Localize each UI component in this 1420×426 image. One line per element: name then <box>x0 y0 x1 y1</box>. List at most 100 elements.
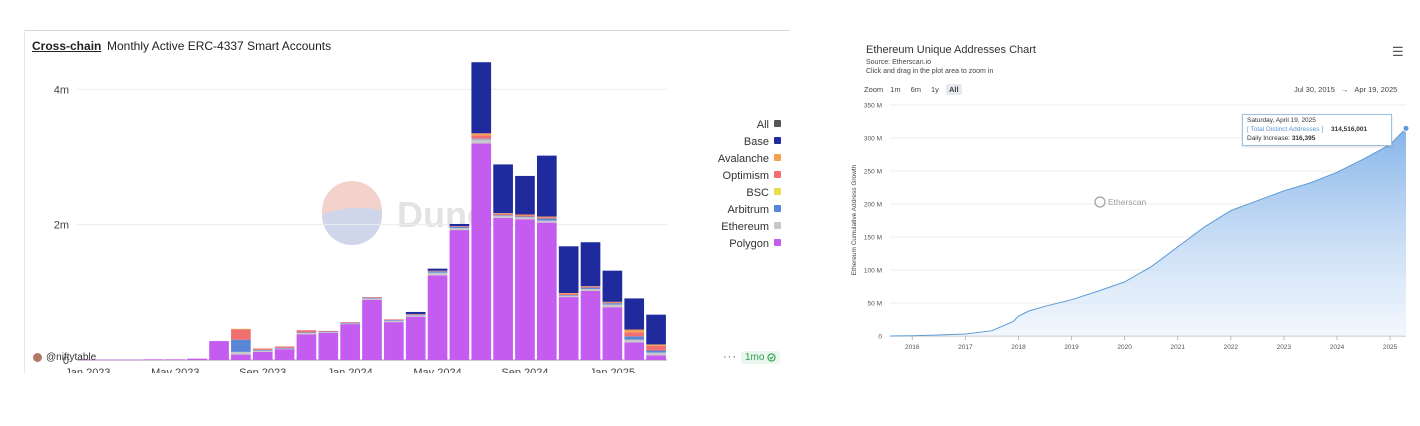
dune-bar-polygon-2023-01 <box>78 359 98 361</box>
etherscan-watermark: Etherscan <box>1094 196 1147 208</box>
dune-bar-polygon-2023-09 <box>252 351 273 360</box>
dune-bar-polygon-2023-11 <box>296 334 317 360</box>
zoom-controls: Zoom 1m 6m 1y All <box>864 84 962 95</box>
etherscan-zoom-hint: Click and drag in the plot area to zoom … <box>866 68 994 75</box>
dune-xtick-label: Sep 2024 <box>501 367 548 373</box>
dune-bar-optimism-2025-01 <box>602 302 623 304</box>
dune-bar-polygon-2023-03 <box>121 359 142 361</box>
dune-bar-ethereum-2025-02 <box>624 339 645 343</box>
dune-bar-polygon-2024-10 <box>536 222 557 360</box>
dune-bar-polygon-2023-05 <box>165 359 186 360</box>
legend-swatch-arbitrum <box>774 205 781 212</box>
dune-bar-avalanche-2023-08 <box>231 328 251 330</box>
eth-ytick-label: 150 M <box>864 235 882 242</box>
zoom-all-button[interactable]: All <box>945 84 962 95</box>
avatar <box>33 353 42 362</box>
dune-bar-base-2025-01 <box>602 270 623 302</box>
eth-xtick-label: 2022 <box>1224 344 1239 351</box>
refresh-badge[interactable]: 1mo <box>741 351 781 364</box>
zoom-1m-button[interactable]: 1m <box>890 85 901 94</box>
legend-item-avalanche[interactable]: Avalanche <box>718 153 769 165</box>
eth-xtick-label: 2019 <box>1064 344 1079 351</box>
etherscan-chart-card: Ethereum Unique Addresses Chart Source: … <box>834 30 1414 365</box>
dune-bar-base-2024-06 <box>449 223 470 227</box>
dune-bar-base-2024-10 <box>536 155 557 217</box>
dune-bar-arbitrum-2024-05 <box>427 271 448 273</box>
dune-bar-ethereum-2024-06 <box>449 228 470 231</box>
dune-bar-optimism-2024-05 <box>427 270 448 272</box>
chart-tooltip: Saturday, April 19, 2025 [ Total Distinc… <box>1242 114 1392 146</box>
ellipsis-icon[interactable]: ··· <box>723 351 737 363</box>
eth-ytick-label: 350 M <box>864 103 882 110</box>
eth-xtick-label: 2023 <box>1277 344 1292 351</box>
dune-bar-avalanche-2024-12 <box>580 286 601 287</box>
eth-xtick-label: 2024 <box>1330 344 1345 351</box>
dune-ytick-label: 0 <box>63 355 69 367</box>
hamburger-menu-icon[interactable]: ☰ <box>1392 44 1404 59</box>
eth-ytick-label: 0 <box>878 334 882 341</box>
dune-bar-avalanche-2024-08 <box>493 213 513 214</box>
dune-bar-arbitrum-2024-12 <box>580 287 601 289</box>
dune-bar-optimism-2024-02 <box>362 297 382 298</box>
author-row[interactable]: @niftytable <box>33 352 96 363</box>
cross-chain-tab[interactable]: Cross-chain <box>32 39 102 53</box>
dune-bar-optimism-2024-06 <box>449 226 470 227</box>
dune-ytick-label: 4m <box>54 84 69 96</box>
dune-bar-polygon-2024-09 <box>515 219 535 360</box>
dune-bar-polygon-2023-06 <box>187 358 208 360</box>
dune-bar-polygon-2024-03 <box>384 322 404 360</box>
dune-bar-avalanche-2024-09 <box>515 214 535 216</box>
dune-bar-avalanche-2025-03 <box>646 344 666 346</box>
etherscan-watermark-text: Etherscan <box>1108 197 1147 207</box>
legend-item-all[interactable]: All <box>757 119 769 131</box>
legend-item-optimism[interactable]: Optimism <box>723 170 769 182</box>
tooltip-series-label: [ Total Distinct Addresses ] <box>1247 126 1324 133</box>
dune-logo-wave <box>322 207 382 245</box>
dune-bar-ethereum-2024-10 <box>536 220 557 223</box>
dune-bar-polygon-2024-08 <box>493 217 513 360</box>
eth-hover-point <box>1402 124 1410 132</box>
legend-swatch-all <box>774 120 781 127</box>
legend-item-ethereum[interactable]: Ethereum <box>721 221 769 233</box>
dune-bar-base-2025-03 <box>646 314 666 345</box>
legend-item-polygon[interactable]: Polygon <box>729 238 769 250</box>
range-to[interactable]: Apr 19, 2025 <box>1354 85 1398 94</box>
zoom-6m-button[interactable]: 6m <box>910 85 922 94</box>
dune-bar-arbitrum-2024-07 <box>471 138 492 140</box>
range-from[interactable]: Jul 30, 2015 <box>1294 85 1335 94</box>
legend-item-base[interactable]: Base <box>744 136 769 148</box>
dune-bar-arbitrum-2023-09 <box>252 349 273 351</box>
dune-bar-arbitrum-2024-08 <box>493 215 513 216</box>
dune-bar-base-2024-11 <box>558 246 579 294</box>
dune-bar-polygon-2024-12 <box>580 290 601 360</box>
dune-bar-arbitrum-2024-06 <box>449 226 470 229</box>
etherscan-source: Source: Etherscan.io <box>866 59 931 66</box>
dune-bar-polygon-2025-03 <box>646 355 666 360</box>
dune-bar-optimism-2024-01 <box>340 322 360 323</box>
dune-bar-polygon-2023-02 <box>99 359 120 361</box>
legend-item-bsc[interactable]: BSC <box>746 187 769 199</box>
dune-bar-ethereum-2023-11 <box>296 332 317 335</box>
etherscan-logo-icon <box>1094 196 1106 208</box>
dune-bar-arbitrum-2025-03 <box>646 350 666 353</box>
dune-bar-polygon-2023-08 <box>231 354 251 360</box>
dune-bar-base-2024-08 <box>493 164 513 214</box>
eth-xtick-label: 2025 <box>1383 344 1398 351</box>
legend-swatch-ethereum <box>774 222 781 229</box>
eth-xtick-label: 2016 <box>905 344 920 351</box>
dune-xtick-label: May 2023 <box>151 367 199 373</box>
dune-bar-optimism-2025-02 <box>624 332 645 337</box>
dune-bar-ethereum-2024-09 <box>515 217 535 220</box>
eth-xtick-label: 2020 <box>1117 344 1132 351</box>
range-arrow: → <box>1340 85 1349 94</box>
zoom-label: Zoom <box>864 85 884 94</box>
dune-bar-base-2024-04 <box>405 311 426 314</box>
zoom-1y-button[interactable]: 1y <box>931 85 939 94</box>
dune-bar-ethereum-2025-03 <box>646 352 666 356</box>
dune-xtick-label: Jan 2023 <box>65 367 110 373</box>
eth-ytick-label: 300 M <box>864 136 882 143</box>
dune-bar-arbitrum-2024-10 <box>536 218 557 221</box>
legend-item-arbitrum[interactable]: Arbitrum <box>727 204 769 216</box>
etherscan-area-chart: 0 50 M 100 M 150 M 200 M 250 M 300 M 350 M 2016… <box>851 103 1410 351</box>
eth-xtick-label: 2018 <box>1011 344 1026 351</box>
